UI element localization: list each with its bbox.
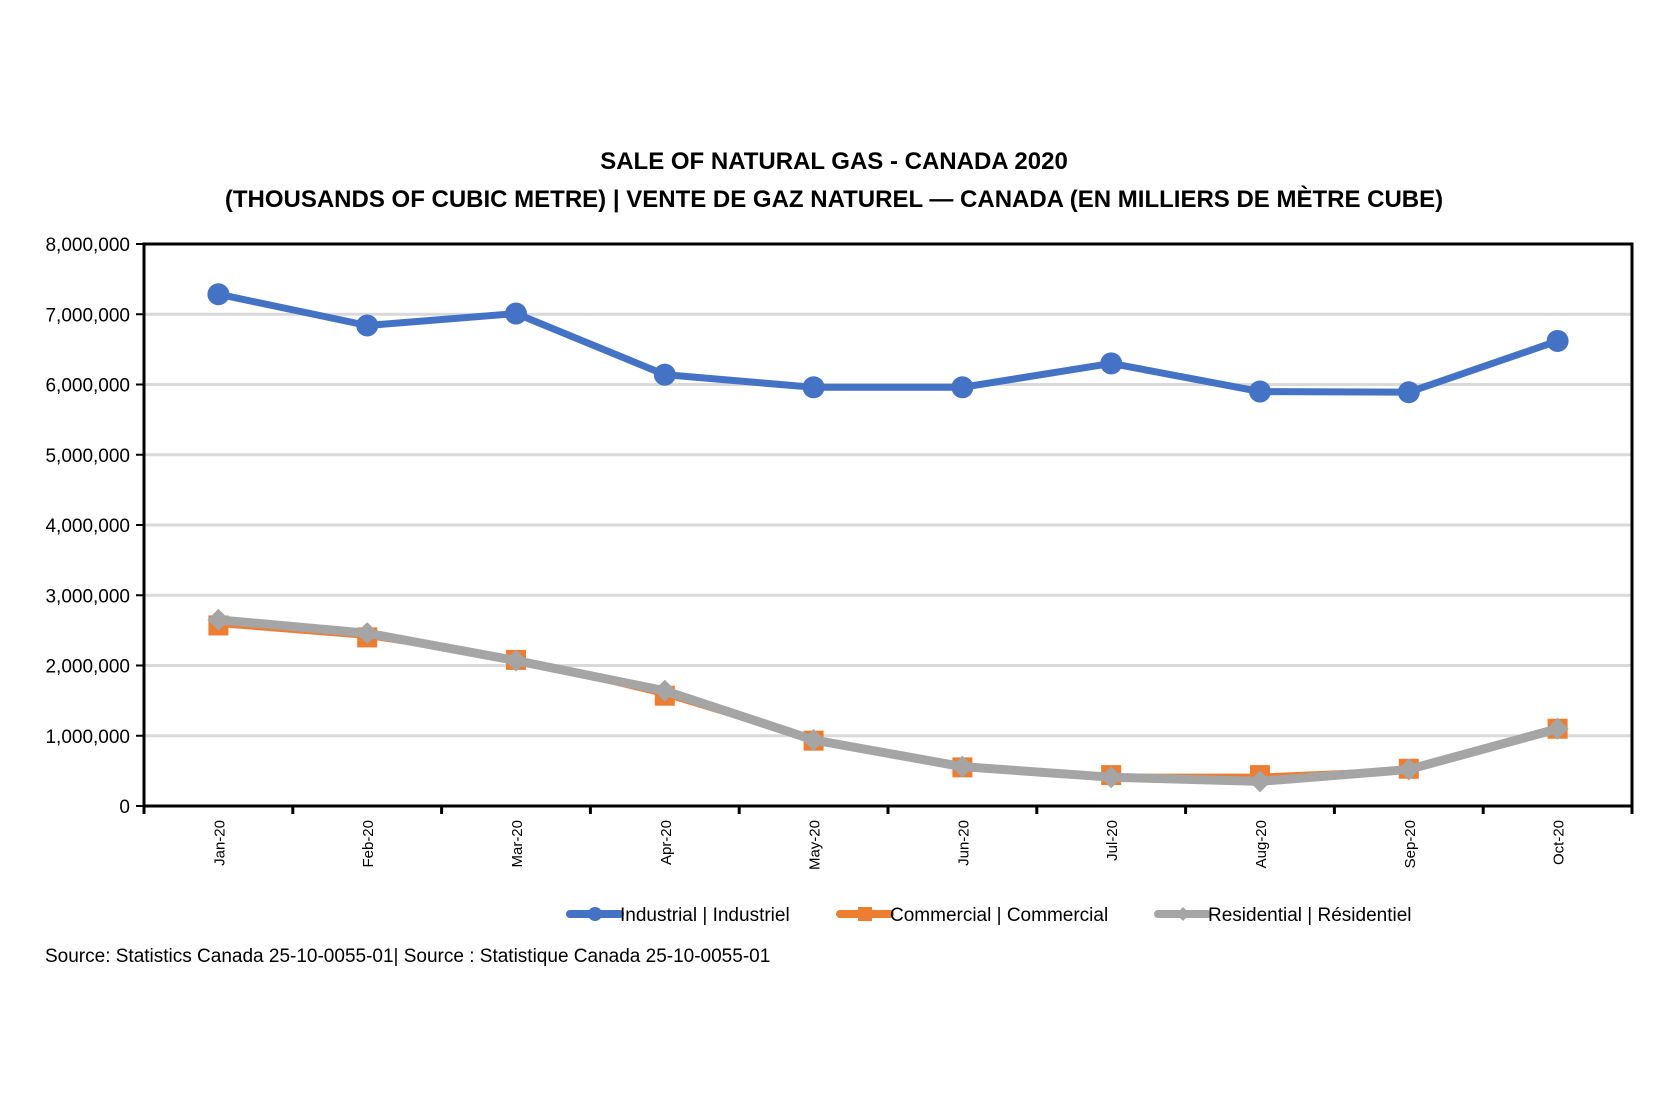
data-point-circle [1249, 380, 1271, 403]
data-point-diamond [1397, 758, 1420, 781]
data-point-diamond [1100, 766, 1123, 789]
x-tick-label: Oct-20 [1551, 820, 1568, 865]
data-point-circle [207, 283, 230, 306]
data-point-diamond [653, 679, 676, 702]
data-point-diamond [951, 755, 974, 778]
x-tick-label: Apr-20 [658, 820, 675, 865]
x-tick-label: Feb-20 [360, 820, 377, 868]
y-tick-label: 6,000,000 [45, 376, 130, 397]
x-tick-label: Mar-20 [509, 820, 526, 868]
data-point-circle [653, 363, 676, 386]
y-tick-label: 4,000,000 [45, 516, 130, 537]
data-point-circle [951, 376, 974, 399]
legend-label: Residential | Résidentiel [1208, 905, 1412, 926]
data-point-circle [1100, 352, 1123, 375]
source-note: Source: Statistics Canada 25-10-0055-01|… [45, 946, 771, 967]
x-tick-label: Jun-20 [955, 820, 972, 866]
x-tick-label: Sep-20 [1402, 820, 1419, 868]
data-point-diamond [1546, 717, 1569, 740]
data-point-circle [356, 314, 379, 337]
chart-title: SALE OF NATURAL GAS - CANADA 2020 [600, 148, 1068, 175]
legend-label: Commercial | Commercial [890, 905, 1108, 926]
y-tick-label: 3,000,000 [45, 586, 130, 607]
y-tick-label: 5,000,000 [45, 446, 130, 467]
x-tick-label: Aug-20 [1253, 820, 1270, 868]
series-line-diamond [213, 615, 1563, 786]
y-tick-label: 2,000,000 [45, 657, 130, 678]
legend-marker-diamond [1176, 907, 1190, 921]
y-tick-label: 8,000,000 [45, 235, 130, 256]
data-point-circle [802, 376, 825, 399]
legend-label: Industrial | Industriel [620, 905, 790, 926]
data-point-diamond [1249, 770, 1271, 793]
data-point-diamond [505, 649, 527, 672]
x-tick-label: May-20 [807, 820, 824, 870]
legend-marker-circle [588, 907, 602, 921]
x-tick-label: Jul-20 [1104, 820, 1121, 861]
data-point-diamond [207, 608, 230, 631]
data-point-diamond [356, 622, 379, 645]
x-tick-label: Jan-20 [211, 820, 228, 866]
y-tick-label: 7,000,000 [45, 305, 130, 326]
y-tick-label: 0 [119, 797, 130, 818]
chart-subtitle: (THOUSANDS OF CUBIC METRE) | VENTE DE GA… [224, 186, 1444, 213]
series-line-circle [214, 290, 1562, 396]
y-tick-label: 1,000,000 [45, 727, 130, 748]
data-point-circle [1397, 381, 1420, 404]
data-point-diamond [802, 728, 825, 751]
data-point-circle [505, 302, 527, 325]
legend-marker-square [858, 907, 872, 921]
data-point-circle [1546, 329, 1569, 352]
